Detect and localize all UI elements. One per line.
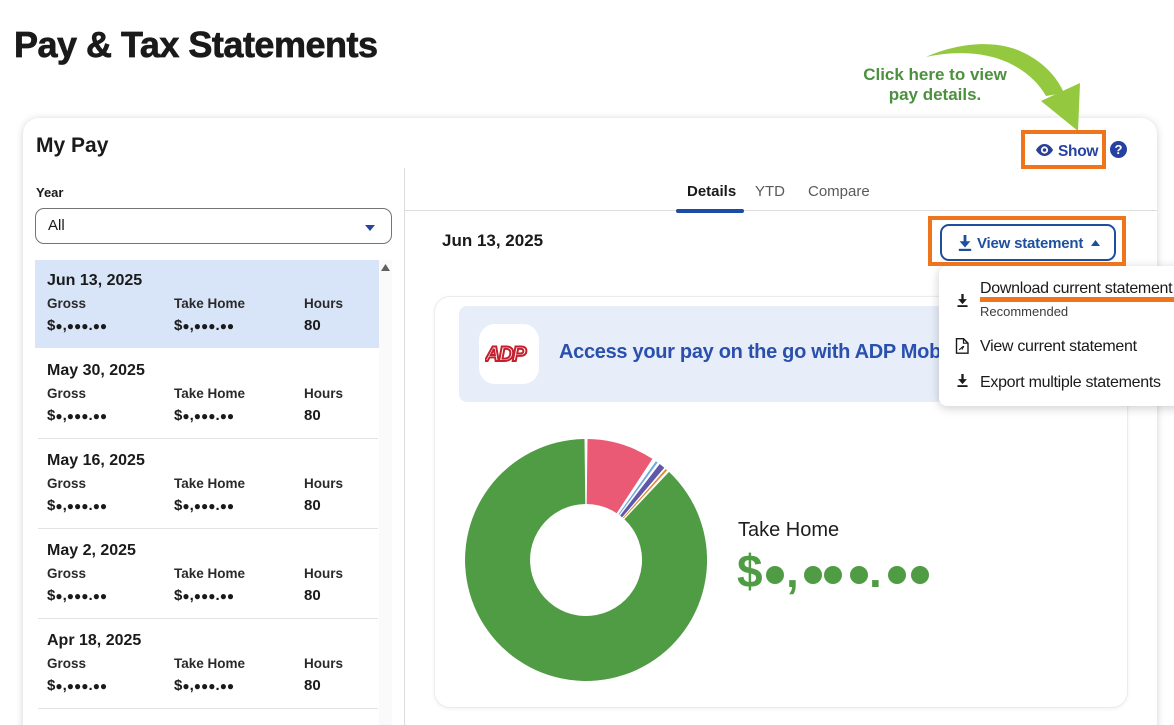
svg-text:ADP: ADP (485, 343, 527, 366)
